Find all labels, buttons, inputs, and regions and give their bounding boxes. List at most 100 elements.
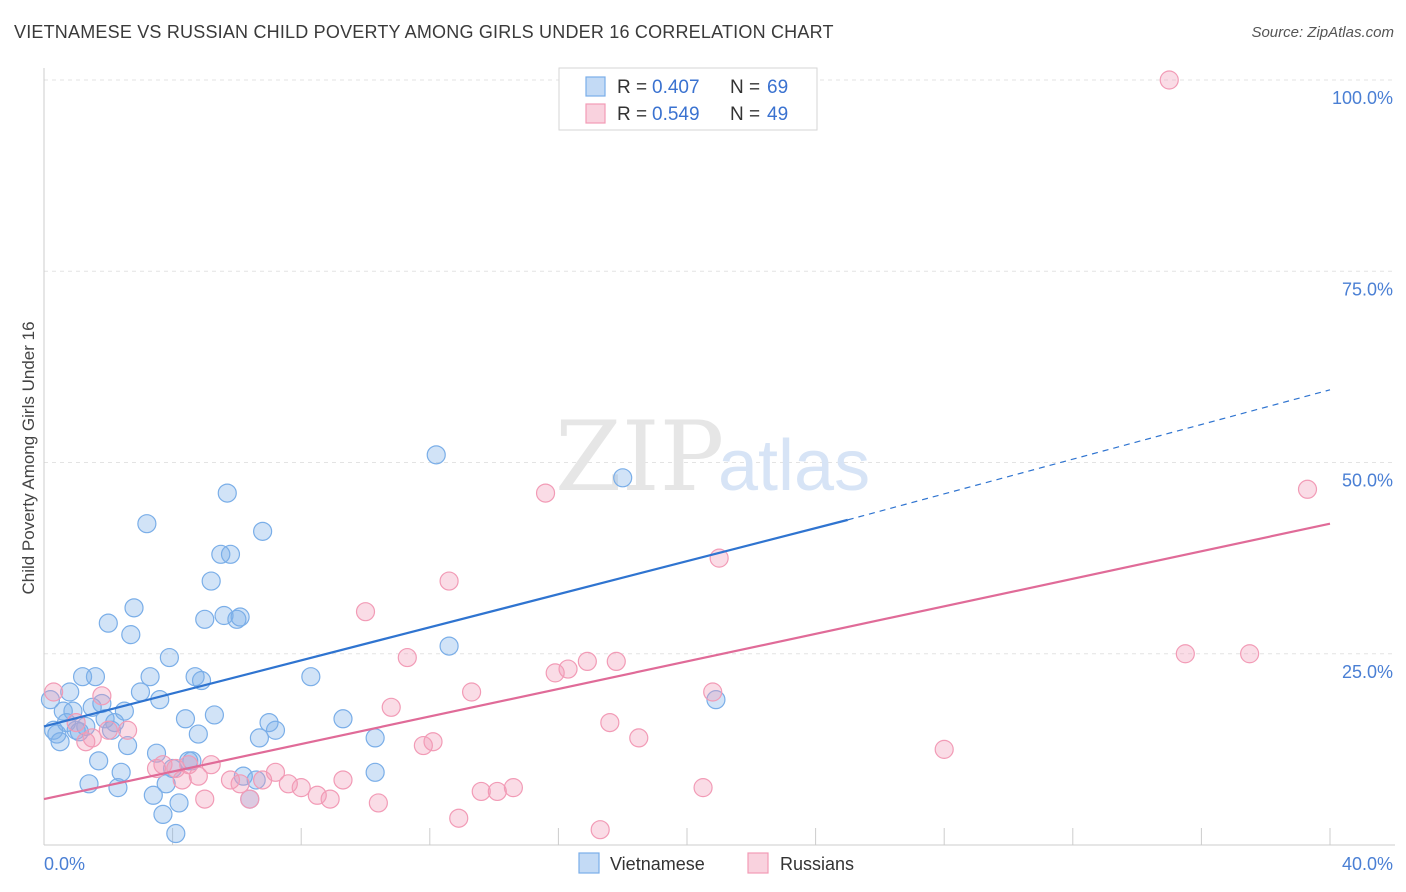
russians-point: [397, 647, 417, 668]
vietnamese-trendline-extension: [847, 389, 1331, 521]
vietnamese-point: [159, 647, 179, 668]
vietnamese-point: [121, 625, 141, 645]
russians-point: [600, 712, 620, 733]
russians-point: [934, 739, 954, 759]
russians-point: [693, 778, 713, 798]
vietnamese-point: [246, 770, 266, 790]
vietnamese-point: [60, 682, 80, 702]
watermark-atlas: atlas: [718, 426, 870, 506]
chart-source: Source: ZipAtlas.com: [1251, 24, 1394, 41]
russians-point: [535, 483, 556, 503]
vietnamese-point: [153, 804, 173, 825]
russians-point: [1297, 479, 1318, 499]
bottom-legend-label-russians: Russians: [780, 854, 854, 874]
russians-point: [82, 728, 102, 748]
russians-point: [368, 793, 388, 813]
y-tick-labels: 25.0% 50.0% 75.0% 100.0%: [1332, 88, 1393, 682]
trendlines: [43, 389, 1331, 801]
vietnamese-point: [249, 728, 270, 748]
legend-n-value: 69: [767, 77, 788, 98]
legend-swatch-vietnamese: [585, 76, 606, 97]
vietnamese-point: [214, 605, 234, 626]
y-tick-label: 100.0%: [1332, 88, 1393, 108]
vietnamese-point: [111, 762, 131, 782]
russians-point: [1175, 644, 1195, 664]
russians-point: [606, 651, 626, 672]
russians-point: [333, 770, 353, 790]
vietnamese-point: [253, 521, 273, 541]
russians-point: [1240, 644, 1260, 664]
bottom-legend: Vietnamese Russians: [578, 852, 854, 874]
vietnamese-point: [365, 762, 385, 782]
vietnamese-point: [265, 720, 286, 740]
y-tick-label: 25.0%: [1342, 662, 1393, 682]
vietnamese-point: [188, 724, 208, 744]
vietnamese-point: [439, 636, 459, 656]
legend-r-label: R =: [617, 77, 647, 98]
legend-r-value: 0.549: [652, 104, 700, 125]
russians-point: [320, 789, 340, 809]
vietnamese-point: [365, 728, 385, 748]
legend: R = 0.407 N = 69 R = 0.549 N = 49: [558, 67, 818, 131]
russians-point: [307, 785, 327, 805]
bottom-legend-label-vietnamese: Vietnamese: [610, 854, 705, 874]
vietnamese-point: [169, 793, 189, 813]
vietnamese-point: [143, 785, 163, 805]
vietnamese-point: [117, 735, 138, 756]
y-tick-label: 75.0%: [1342, 279, 1393, 299]
bottom-legend-swatch-vietnamese: [578, 852, 600, 874]
russians-point: [439, 571, 459, 591]
vietnamese-point: [140, 667, 160, 687]
russians-point: [413, 735, 433, 756]
x-tick-label: 0.0%: [44, 854, 85, 874]
russians-point: [503, 778, 523, 798]
legend-r-value: 0.407: [652, 77, 700, 98]
russians-point: [240, 789, 260, 809]
vietnamese-point: [50, 732, 70, 752]
russians-point: [1159, 70, 1179, 90]
vietnamese-point: [613, 468, 633, 488]
russians-point: [703, 682, 723, 702]
watermark-zip: ZIP: [555, 401, 724, 513]
russians-trendline: [43, 522, 1331, 801]
russians-point: [471, 781, 491, 802]
vietnamese-point: [166, 823, 186, 844]
vietnamese-point: [227, 609, 247, 629]
vietnamese-point: [211, 544, 231, 564]
axes: [43, 68, 1395, 846]
russians-point: [44, 682, 64, 702]
vietnamese-point: [76, 716, 96, 737]
legend-box: [558, 67, 818, 131]
russians-point: [381, 697, 401, 717]
legend-n-value: 49: [767, 104, 788, 125]
vietnamese-point: [259, 712, 279, 733]
russians-point: [461, 682, 482, 702]
russians-point: [278, 774, 298, 794]
russians-point: [230, 774, 250, 794]
vietnamese-trendline: [43, 518, 849, 728]
russians-point: [577, 651, 597, 672]
russians-point: [98, 720, 118, 740]
vietnamese-point: [195, 609, 215, 629]
vietnamese-point: [130, 682, 151, 702]
vietnamese-point: [175, 709, 196, 729]
russians-point: [423, 732, 443, 752]
vietnamese-point: [146, 743, 167, 763]
vietnamese-point: [426, 445, 446, 465]
x-tick-label: 40.0%: [1342, 854, 1393, 874]
legend-r-label: R =: [617, 104, 647, 125]
scatter-points: [40, 70, 1318, 844]
russians-point: [590, 820, 610, 840]
vietnamese-point: [98, 613, 118, 633]
vietnamese-point: [63, 701, 83, 721]
vietnamese-point: [89, 751, 109, 771]
vietnamese-point: [333, 709, 353, 729]
y-tick-label: 50.0%: [1342, 471, 1393, 491]
vietnamese-point: [217, 483, 237, 503]
legend-n-label: N =: [730, 104, 760, 125]
vietnamese-point: [204, 705, 224, 725]
legend-swatch-russians: [585, 103, 606, 124]
russians-point: [545, 663, 565, 683]
russians-point: [117, 720, 138, 740]
x-tick-labels: 0.0% 40.0%: [44, 854, 1393, 874]
